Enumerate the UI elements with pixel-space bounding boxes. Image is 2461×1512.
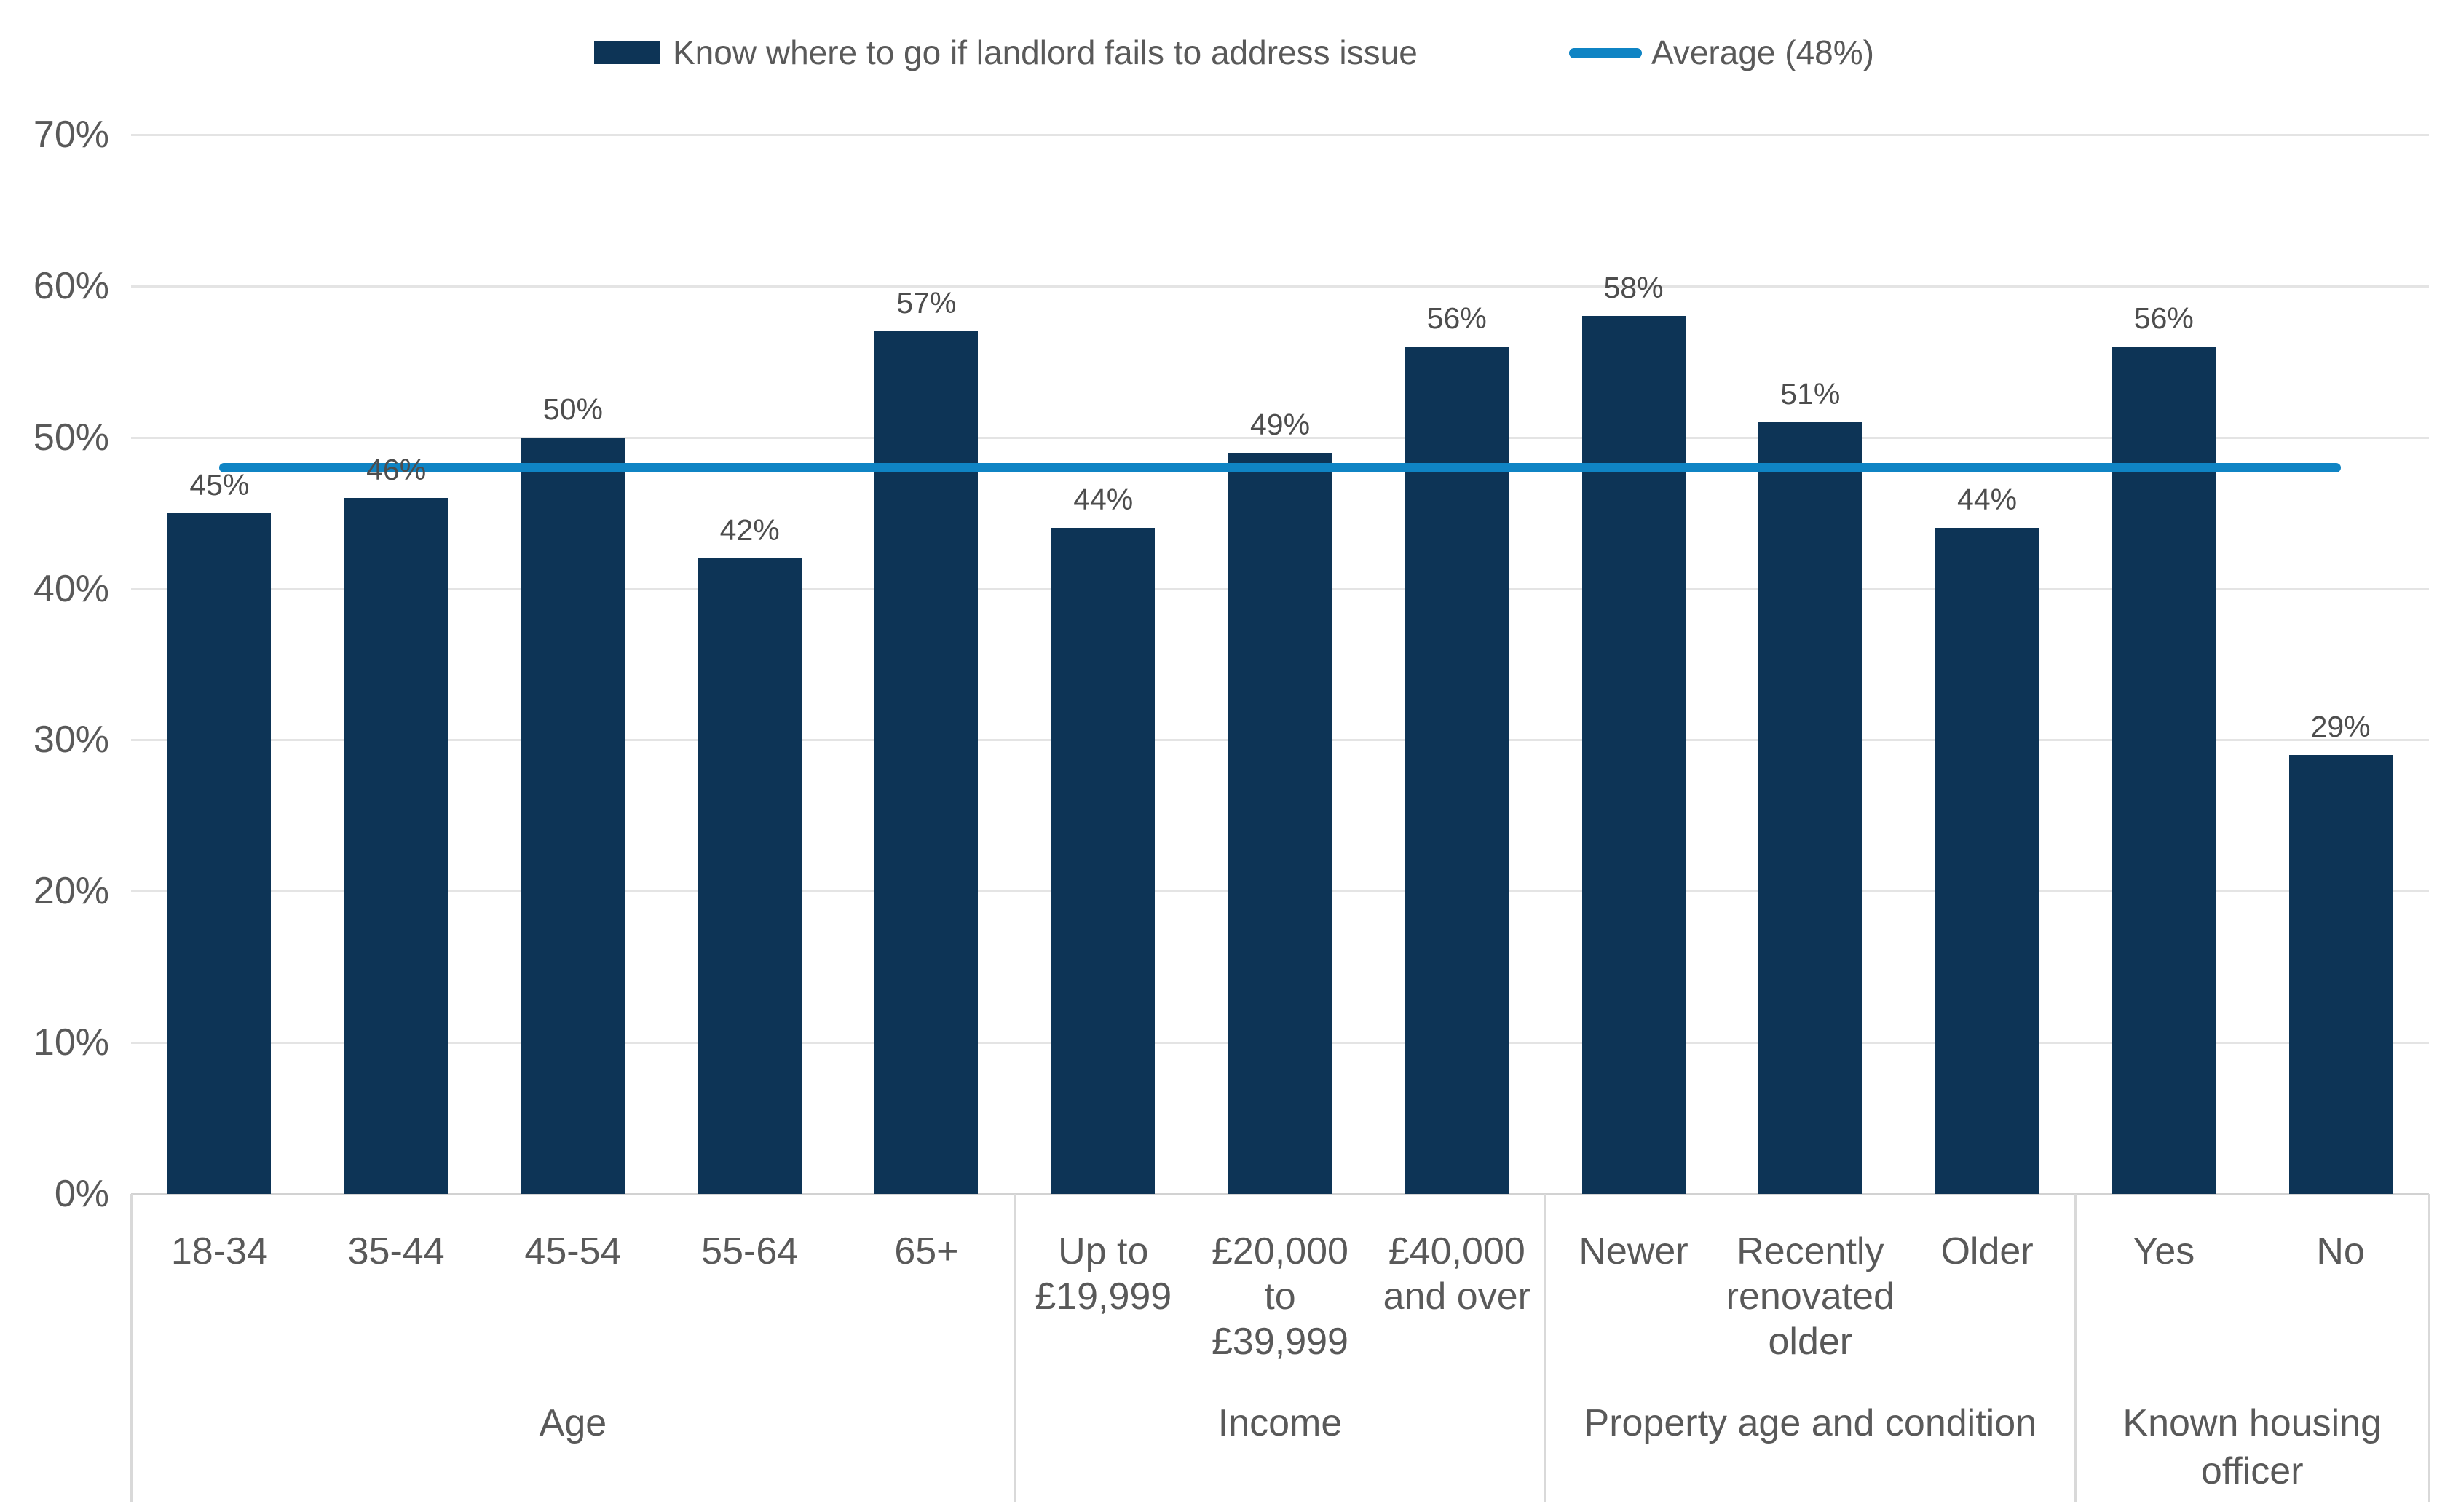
x-tick-label: 45-54: [524, 1230, 622, 1272]
x-tick-label: £40,000 and over: [1383, 1230, 1530, 1318]
legend-average-label: Average (48%): [1651, 33, 1874, 71]
x-tick-label: 55-64: [701, 1230, 799, 1272]
y-tick-label: 20%: [33, 870, 109, 913]
bar-value-label: 44%: [1073, 483, 1134, 517]
bar: [1581, 316, 1686, 1194]
bar: [1758, 421, 1862, 1194]
bar-value-label: 57%: [896, 286, 957, 320]
bar: [344, 497, 449, 1194]
bar-value-label: 42%: [719, 513, 780, 547]
y-tick-label: 50%: [33, 416, 109, 459]
bar: [1405, 347, 1509, 1194]
bar: [1228, 452, 1332, 1194]
bar-value-label: 45%: [189, 467, 250, 502]
y-tick-label: 60%: [33, 264, 109, 307]
group-label: Age: [539, 1402, 607, 1444]
group-divider: [2428, 1194, 2430, 1502]
x-tick-label: Up to £19,999: [1035, 1230, 1172, 1318]
group-divider: [1544, 1194, 1547, 1502]
legend-bar-swatch: [594, 41, 660, 64]
x-tick-label: No: [2316, 1230, 2365, 1272]
bar: [1935, 528, 2039, 1194]
bar-value-label: 49%: [1249, 407, 1311, 441]
y-tick-label: 40%: [33, 567, 109, 610]
group-label: Income: [1217, 1402, 1343, 1444]
bar: [698, 558, 802, 1194]
bar-value-label: 50%: [542, 392, 603, 426]
x-tick-label: 35-44: [347, 1230, 445, 1272]
bar: [2288, 755, 2393, 1194]
x-tick-label: Older: [1940, 1230, 2034, 1272]
bar: [874, 331, 979, 1194]
bar-value-label: 46%: [366, 452, 427, 486]
legend-line-swatch: [1569, 48, 1642, 58]
bar-value-label: 29%: [2310, 710, 2371, 744]
x-tick-label: Yes: [2133, 1230, 2195, 1272]
bar: [167, 512, 272, 1194]
x-tick-label: Recently renovated older: [1726, 1230, 1895, 1363]
gridline: [131, 134, 2429, 136]
average-line: [219, 463, 2341, 473]
bar: [2112, 347, 2216, 1194]
y-tick-label: 0%: [54, 1173, 109, 1215]
x-tick-label: 65+: [894, 1230, 959, 1272]
group-label: Property age and condition: [1584, 1402, 2037, 1444]
bar-value-label: 58%: [1603, 271, 1664, 305]
bar: [521, 437, 625, 1194]
x-tick-label: £20,000 to £39,999: [1212, 1230, 1348, 1363]
bar: [1051, 528, 1156, 1194]
x-axis-line: [131, 1193, 2429, 1195]
bar-value-label: 51%: [1780, 376, 1841, 411]
bar-value-label: 56%: [1426, 301, 1487, 335]
group-divider: [130, 1194, 133, 1502]
group-divider: [2074, 1194, 2077, 1502]
legend-series-label: Know where to go if landlord fails to ad…: [673, 33, 1418, 71]
group-label: Known housing officer: [2122, 1402, 2382, 1492]
x-tick-label: Newer: [1579, 1230, 1688, 1272]
y-tick-label: 70%: [33, 114, 109, 156]
group-divider: [1014, 1194, 1016, 1502]
y-tick-label: 30%: [33, 719, 109, 761]
x-tick-label: 18-34: [170, 1230, 268, 1272]
gridline: [131, 285, 2429, 288]
gridline: [131, 436, 2429, 439]
y-tick-label: 10%: [33, 1021, 109, 1064]
bar-value-label: 56%: [2133, 301, 2194, 335]
bar-value-label: 44%: [1957, 483, 2018, 517]
